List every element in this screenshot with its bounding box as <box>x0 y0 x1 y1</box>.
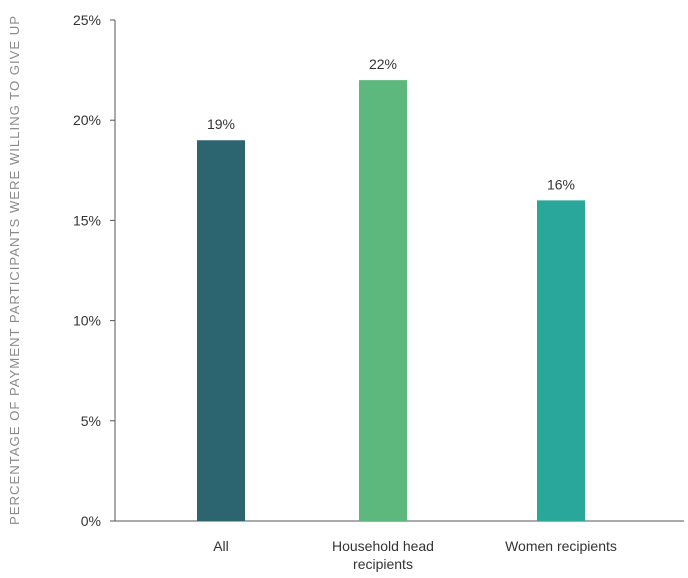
x-tick-label-line: All <box>213 538 229 554</box>
x-tick-label: Women recipients <box>505 538 617 554</box>
bar <box>359 80 407 521</box>
y-tick-label: 5% <box>81 413 101 429</box>
y-axis-title-group: PERCENTAGE OF PAYMENT PARTICIPANTS WERE … <box>8 15 22 525</box>
x-tick-label: All <box>213 538 229 554</box>
data-label: 19% <box>207 116 235 132</box>
bars <box>197 80 585 521</box>
data-label: 16% <box>547 176 575 192</box>
bar <box>197 140 245 521</box>
y-tick-label: 0% <box>81 513 101 529</box>
y-axis-title: PERCENTAGE OF PAYMENT PARTICIPANTS WERE … <box>8 15 22 525</box>
y-tick-label: 25% <box>73 12 101 28</box>
y-tick-label: 20% <box>73 112 101 128</box>
data-label: 22% <box>369 56 397 72</box>
bar <box>537 200 585 521</box>
y-tick-label: 15% <box>73 212 101 228</box>
x-tick-label-line: Household head <box>332 538 434 554</box>
x-tick-label-line: recipients <box>353 556 413 572</box>
x-tick-label-line: Women recipients <box>505 538 617 554</box>
y-tick-label: 10% <box>73 313 101 329</box>
x-tick-label: Household head recipients <box>332 538 434 572</box>
